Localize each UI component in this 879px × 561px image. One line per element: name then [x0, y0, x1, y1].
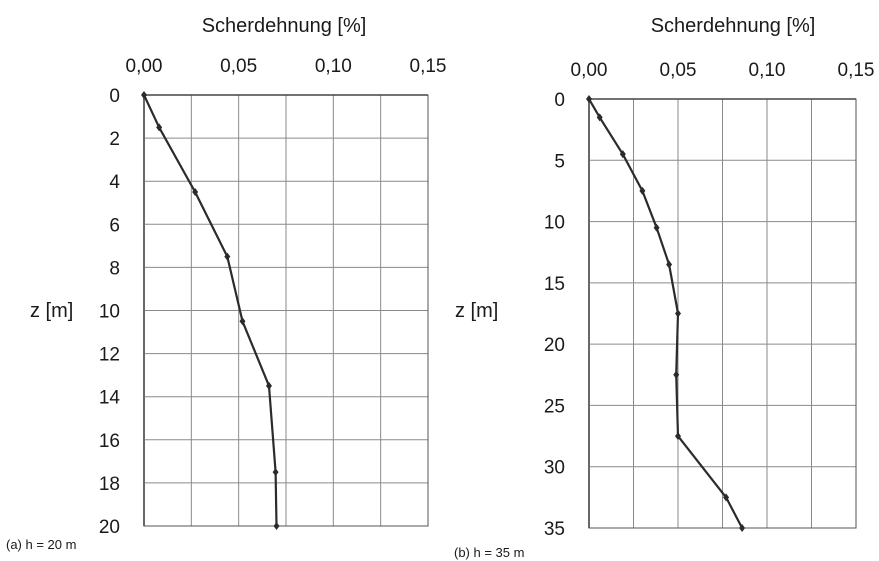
x-tick-label-a: 0,05	[220, 56, 257, 77]
chart-b: Scherdehnung [%] z [m] (b) h = 35 m 0,00…	[454, 15, 874, 560]
data-point-a	[272, 468, 279, 477]
data-point-a	[156, 123, 163, 132]
data-point-b	[723, 493, 730, 502]
data-point-b	[675, 309, 681, 318]
y-tick-label-a: 8	[109, 258, 120, 279]
y-tick-label-a: 16	[99, 431, 120, 452]
x-tick-label-b: 0,05	[660, 60, 697, 81]
y-tick-label-a: 10	[99, 302, 120, 323]
data-point-a	[141, 91, 147, 99]
series-a	[141, 91, 280, 530]
data-point-a	[239, 317, 246, 326]
data-point-a	[265, 381, 272, 390]
x-tick-label-b: 0,15	[838, 60, 875, 81]
series-line-a	[142, 93, 278, 528]
y-tick-label-a: 4	[109, 172, 120, 193]
data-point-b	[739, 524, 746, 532]
y-tick-label-a: 18	[99, 474, 120, 495]
data-point-b	[653, 223, 660, 232]
y-tick-label-a: 14	[99, 388, 121, 409]
caption-b: (b) h = 35 m	[454, 545, 524, 560]
data-point-b	[586, 95, 592, 103]
caption-a: (a) h = 20 m	[6, 537, 76, 552]
x-tick-label-a: 0,00	[126, 56, 163, 77]
y-axis-label-a: z [m]	[30, 300, 73, 322]
y-tick-label-b: 30	[544, 458, 565, 479]
x-tick-label-b: 0,00	[571, 60, 608, 81]
y-tick-label-b: 35	[544, 519, 565, 540]
x-axis-title-b: Scherdehnung [%]	[651, 15, 816, 37]
y-tick-label-a: 12	[99, 345, 120, 366]
y-axis-label-b: z [m]	[455, 300, 498, 322]
y-tick-label-a: 2	[109, 129, 120, 150]
y-tick-label-b: 20	[544, 335, 565, 356]
data-point-b	[673, 370, 680, 379]
data-point-b	[639, 186, 646, 195]
data-point-b	[596, 113, 603, 122]
chart-a: Scherdehnung [%] z [m] (a) h = 20 m 0,00…	[6, 15, 446, 552]
data-point-a	[273, 522, 280, 530]
ticks-a: 0,00 0,05 0,10 0,15 0 2 4 6 8 10 12 14 16 18 20	[99, 56, 447, 538]
y-tick-label-a: 6	[109, 215, 120, 236]
x-tick-label-a: 0,15	[410, 56, 447, 77]
y-tick-label-b: 10	[544, 213, 565, 234]
data-point-b	[619, 150, 626, 159]
x-axis-title-a: Scherdehnung [%]	[202, 15, 367, 37]
grid-a	[143, 94, 429, 527]
y-tick-label-b: 15	[544, 274, 565, 295]
plot-border-a	[143, 94, 429, 527]
y-tick-label-b: 0	[554, 90, 565, 111]
plot-border-b	[588, 98, 857, 529]
data-point-b	[675, 432, 681, 441]
series-line-b	[587, 97, 744, 530]
data-point-b	[666, 260, 673, 269]
data-point-a	[192, 187, 199, 196]
series-b	[586, 95, 746, 532]
y-tick-label-a: 20	[99, 517, 120, 538]
y-tick-label-b: 25	[544, 396, 565, 417]
y-tick-label-b: 5	[554, 151, 565, 172]
ticks-b: 0,00 0,05 0,10 0,15 0 5 10 15 20 25 30 35	[544, 60, 875, 540]
x-tick-label-a: 0,10	[315, 56, 352, 77]
y-tick-label-a: 0	[109, 86, 120, 107]
grid-b	[588, 98, 857, 529]
data-point-a	[224, 252, 231, 261]
x-tick-label-b: 0,10	[749, 60, 786, 81]
